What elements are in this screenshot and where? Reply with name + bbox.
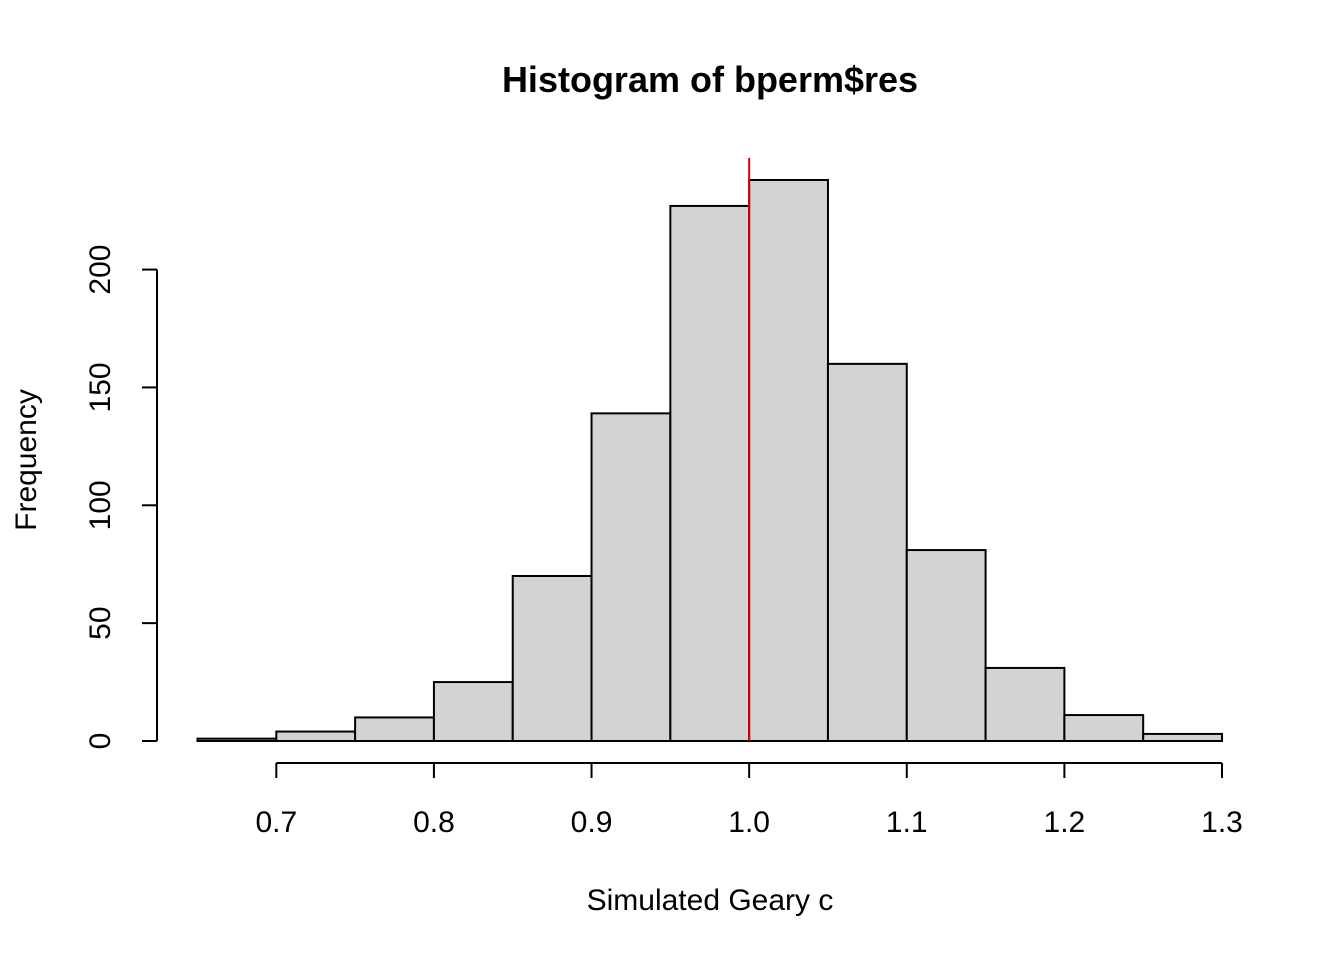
histogram-bar (826, 362, 908, 742)
x-tick-label: 1.1 (886, 806, 928, 839)
histogram-bar (196, 737, 278, 743)
histogram-bar (511, 575, 593, 742)
x-tick-label: 0.7 (255, 806, 297, 839)
histogram-bar (905, 549, 987, 742)
histogram-bar (354, 716, 435, 743)
x-tick-label: 0.8 (413, 806, 455, 839)
y-tick-label: 150 (84, 362, 117, 412)
histogram-bar (1142, 732, 1223, 743)
chart-title: Histogram of bperm$res (502, 59, 918, 100)
x-tick-label: 1.2 (1044, 806, 1086, 839)
y-axis-label: Frequency (10, 389, 43, 531)
x-tick-label: 0.9 (571, 806, 613, 839)
histogram-bar (984, 666, 1066, 743)
x-axis: 0.7 0.8 0.9 1.0 1.1 1.2 1.3 (255, 762, 1243, 839)
y-axis: 0 50 100 150 200 (84, 245, 158, 750)
histogram-bar (669, 204, 751, 742)
histogram-bars (196, 179, 1223, 743)
histogram-bar (275, 730, 357, 742)
x-axis-label: Simulated Geary c (587, 884, 834, 917)
x-tick-label: 1.3 (1201, 806, 1243, 839)
x-tick-label: 1.0 (728, 806, 770, 839)
y-tick-label: 100 (84, 480, 117, 530)
y-tick-label: 200 (84, 245, 117, 295)
histogram-bar (1063, 714, 1145, 742)
histogram-bar (748, 179, 829, 742)
y-tick-label: 0 (84, 733, 117, 750)
histogram-bar (432, 681, 514, 742)
histogram-bar (590, 412, 672, 742)
y-tick-label: 50 (84, 606, 117, 639)
